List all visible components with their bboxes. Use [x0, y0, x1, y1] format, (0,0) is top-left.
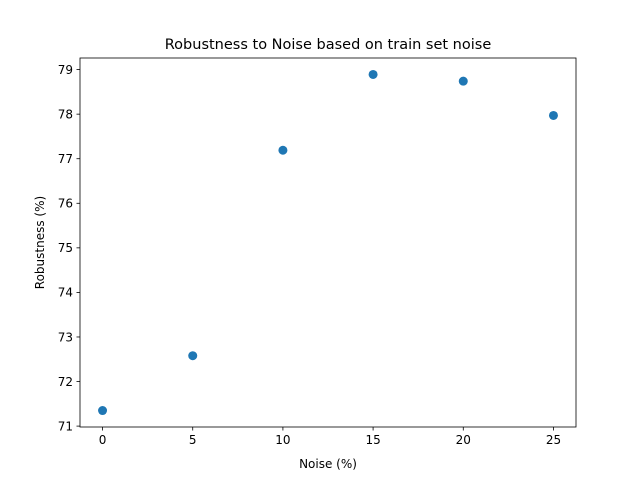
data-point	[98, 406, 108, 416]
y-tick-label: 74	[58, 286, 73, 300]
y-tick-label: 75	[58, 241, 73, 255]
x-tick-label: 20	[456, 433, 471, 447]
y-tick-label: 72	[58, 375, 73, 389]
x-tick-label: 25	[546, 433, 561, 447]
x-tick-label: 0	[99, 433, 107, 447]
y-tick-label: 79	[58, 63, 73, 77]
data-point	[278, 145, 288, 155]
data-point	[188, 351, 198, 361]
axis-ticks: 0 5 10 15 20 25 71 72 73 74 75 76 77 78 79	[58, 63, 561, 447]
x-axis-label: Noise (%)	[299, 457, 357, 471]
data-point	[548, 110, 558, 120]
y-tick-label: 71	[58, 419, 73, 433]
y-tick-label: 78	[58, 107, 73, 121]
data-points	[98, 69, 558, 416]
y-tick-label: 73	[58, 330, 73, 344]
x-tick-label: 15	[365, 433, 380, 447]
plot-frame	[79, 57, 577, 428]
x-tick-label: 10	[275, 433, 290, 447]
y-axis-label: Robustness (%)	[33, 196, 47, 289]
y-tick-label: 76	[58, 197, 73, 211]
y-tick-label: 77	[58, 152, 73, 166]
data-point	[368, 69, 378, 79]
chart-title: Robustness to Noise based on train set n…	[165, 37, 492, 53]
data-point	[458, 76, 468, 86]
x-tick-label: 5	[189, 433, 197, 447]
